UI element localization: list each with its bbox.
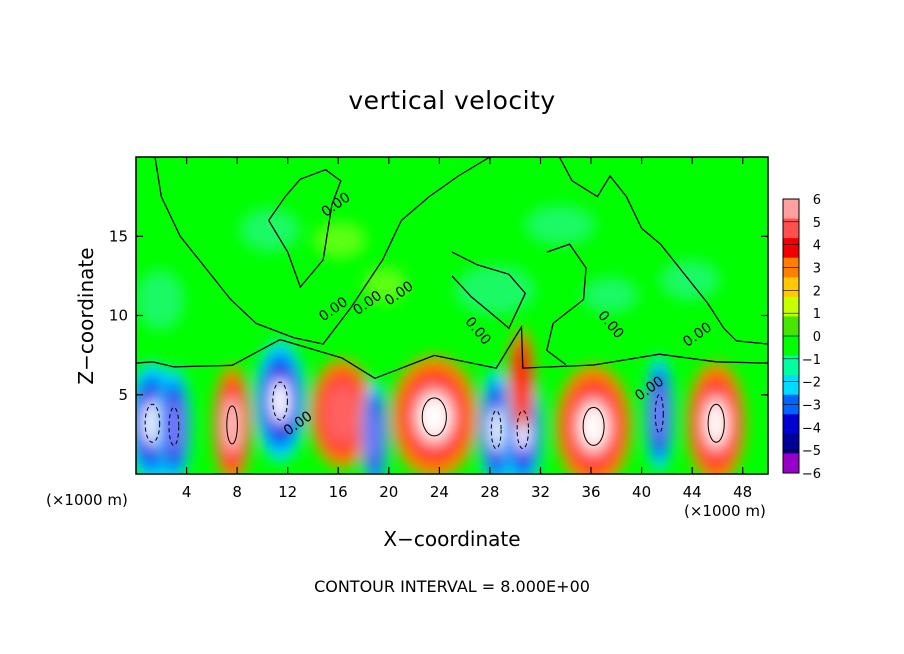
contour-line — [451, 251, 527, 330]
inner-contour — [654, 394, 664, 434]
zero-contour — [136, 324, 768, 380]
colorbar-label: −4 — [802, 421, 821, 436]
colorbar-swatch — [783, 218, 799, 239]
background-patch — [525, 205, 595, 245]
inner-contour — [421, 397, 447, 437]
inner-contour — [168, 406, 180, 446]
x-tick-label: 32 — [531, 483, 550, 501]
x-tick-label: 44 — [683, 483, 702, 501]
inner-contour — [516, 410, 529, 450]
colorbar-label: −3 — [802, 399, 821, 414]
background-patch — [240, 208, 300, 252]
cell-updraft — [508, 328, 535, 429]
chart-title: vertical velocity — [348, 86, 556, 115]
colorbar-swatch — [783, 277, 799, 298]
inner-contour — [144, 403, 161, 443]
x-tick-label: 12 — [278, 483, 297, 501]
contour-line — [268, 168, 342, 289]
cell-band — [581, 406, 607, 447]
colorbar-label: 1 — [813, 307, 821, 322]
x-unit-label: (×1000 m) — [684, 502, 766, 520]
colorbar-label: −1 — [802, 353, 821, 368]
background-patch — [136, 270, 184, 330]
cell-band — [511, 339, 532, 418]
x-tick-label: 48 — [733, 483, 752, 501]
background-patch — [660, 260, 720, 300]
y-unit-label: (×1000 m) — [46, 491, 128, 509]
cell-band — [419, 396, 449, 438]
cell-updraft — [390, 355, 478, 474]
colorbar-label: 2 — [813, 284, 821, 299]
cell-downdraft — [478, 368, 514, 474]
contour-line — [154, 157, 491, 345]
x-tick-label: 4 — [182, 483, 192, 501]
colorbar-swatch — [783, 316, 799, 337]
background-patch — [314, 222, 366, 258]
colorbar-swatch — [783, 355, 799, 376]
colorbar-label: 5 — [813, 216, 821, 231]
cell-band — [652, 386, 667, 442]
cell-band — [165, 398, 183, 455]
x-tick-label: 36 — [581, 483, 600, 501]
contour-line — [558, 157, 768, 345]
colorbar-swatch — [783, 375, 799, 396]
inner-contour — [707, 403, 725, 443]
cell-band — [706, 403, 726, 444]
colorbar-swatch — [783, 199, 799, 220]
inner-contour — [226, 405, 238, 445]
colorbar-label: −5 — [802, 444, 821, 459]
y-tick-label: 5 — [118, 386, 128, 404]
cell-updraft — [213, 366, 251, 474]
colorbar: 6 5 4 3 2 1 0 −1 −2 −3 −4 −5 −6 — [782, 193, 821, 482]
x-tick-label: 8 — [232, 483, 242, 501]
contour-line — [546, 243, 587, 366]
contour-lines — [136, 157, 768, 450]
colorbar-swatch — [783, 336, 799, 357]
cell-downdraft — [644, 354, 674, 473]
velocity-field — [136, 205, 746, 474]
colorbar-label: −6 — [802, 467, 821, 482]
cell-downdraft — [156, 367, 192, 474]
inner-contour — [490, 410, 502, 450]
background-patch — [582, 277, 638, 313]
x-tick-label: 40 — [632, 483, 651, 501]
cell-band — [490, 408, 503, 451]
x-tick-label: 24 — [430, 483, 449, 501]
cell-band — [368, 409, 381, 463]
colorbar-label: 0 — [813, 330, 821, 345]
y-tick-label: 15 — [109, 227, 128, 245]
inner-contour — [272, 381, 288, 421]
x-tick-label: 20 — [379, 483, 398, 501]
colorbar-label: 6 — [813, 193, 821, 208]
cell-band — [322, 381, 362, 447]
colorbar-swatch — [783, 433, 799, 454]
x-tick-label: 16 — [329, 483, 348, 501]
plot-area: 0.000.00 0.000.000.00 0.000.000.000.00 — [136, 157, 768, 474]
x-axis-label: X−coordinate — [383, 527, 521, 551]
colorbar-swatch — [783, 238, 799, 259]
y-axis: 5 10 15 — [109, 227, 768, 404]
y-tick-label: 10 — [109, 307, 128, 325]
cell-updraft — [555, 365, 632, 474]
cell-downdraft — [253, 340, 307, 463]
cell-updraft — [687, 362, 746, 474]
x-axis: 4 8 12 16 20 24 28 32 36 40 44 48 — [182, 157, 752, 501]
contour-interval-note: CONTOUR INTERVAL = 8.000E+00 — [314, 577, 590, 596]
colorbar-swatch — [783, 453, 799, 474]
x-tick-label: 28 — [480, 483, 499, 501]
cell-updraft — [310, 359, 375, 469]
background-patch — [455, 265, 535, 315]
colorbar-swatch — [783, 296, 799, 317]
colorbar-label: −2 — [802, 376, 821, 391]
colorbar-label: 3 — [813, 262, 821, 277]
background-patch — [363, 267, 407, 303]
colorbar-label: 4 — [813, 239, 821, 254]
y-axis-label: Z−coordinate — [74, 247, 98, 385]
cell-downdraft — [361, 379, 388, 474]
cell-band — [271, 380, 289, 422]
inner-contour — [582, 406, 605, 446]
colorbar-swatch — [783, 414, 799, 435]
